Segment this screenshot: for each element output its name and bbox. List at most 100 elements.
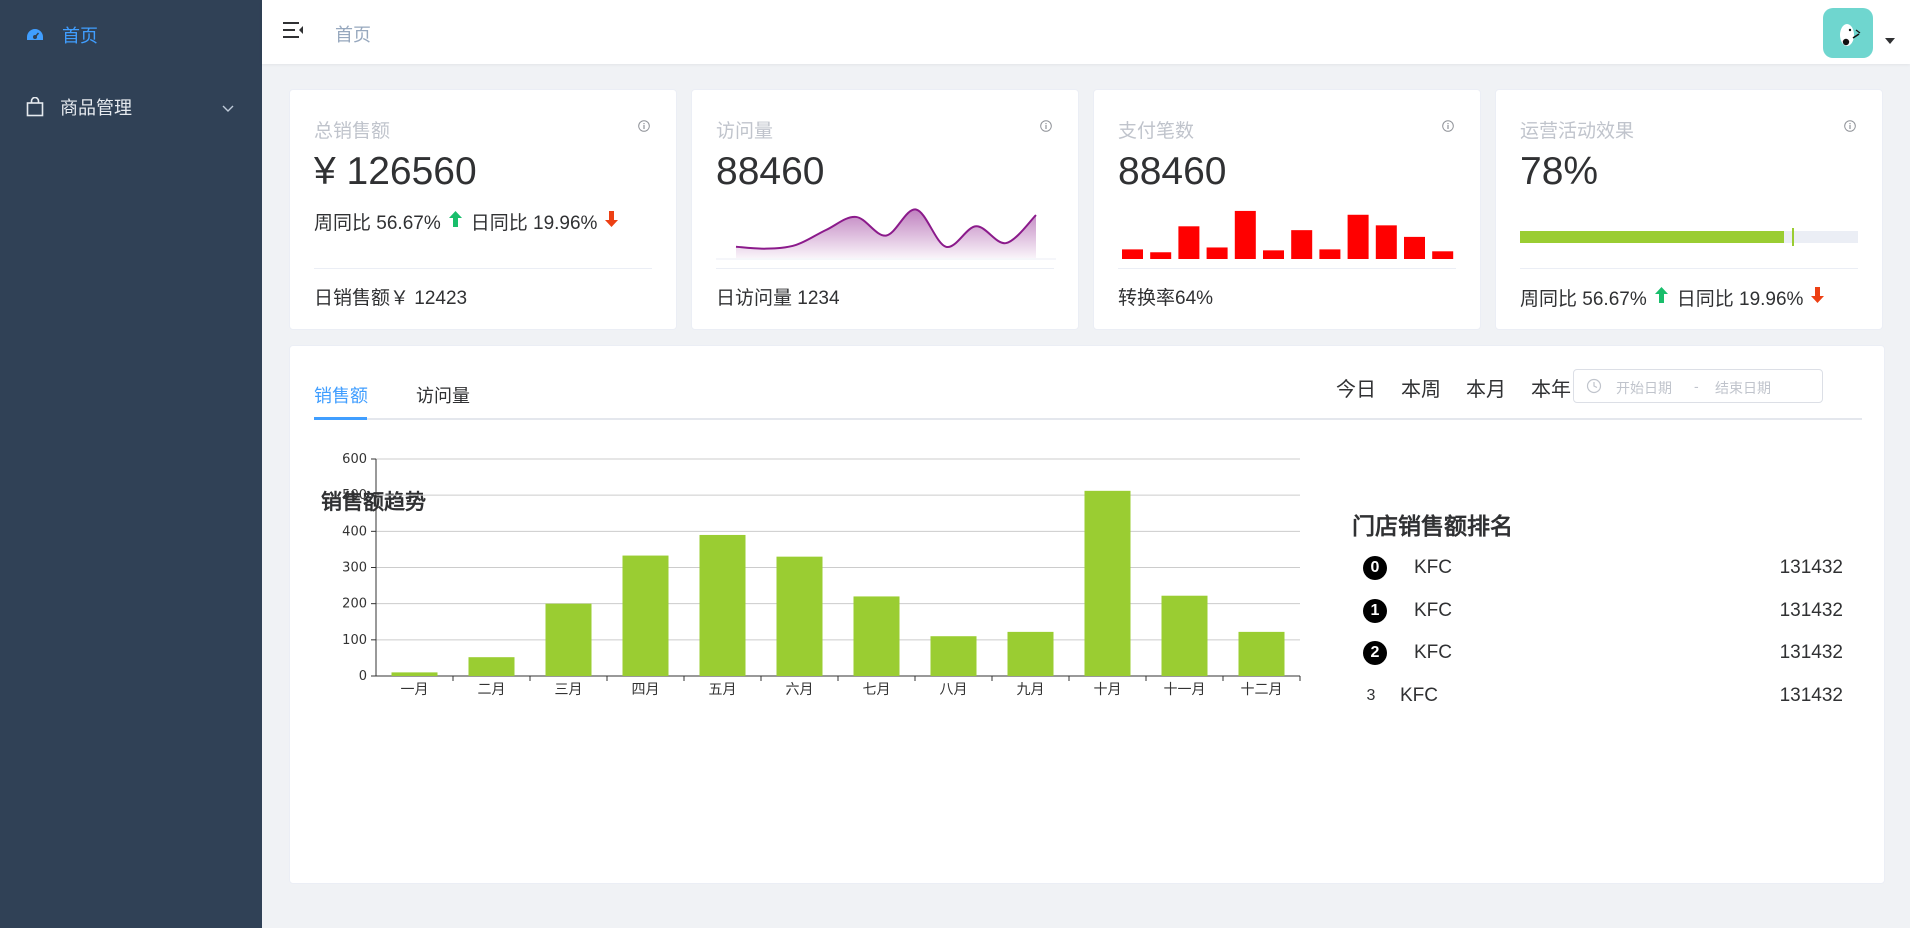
progress-target-marker [1792,228,1795,246]
rank-index: 2 [1363,641,1387,665]
stat-card-visits: 访问量 88460 日访问量 1234 [691,89,1079,330]
date-end-input[interactable]: 结束日期 [1715,380,1771,396]
bar [1161,595,1208,676]
mini-bar [1404,236,1425,259]
ranking-item: 2 KFC 131432 [1363,639,1843,669]
mini-bar [1206,247,1228,259]
x-tick-label: 三月 [555,682,583,698]
rank-value: 131432 [1779,600,1843,621]
bar [391,672,438,676]
arrow-up-icon [1654,286,1668,309]
tab-sales[interactable]: 销售额 [314,386,368,406]
rank-index: 3 [1366,687,1376,704]
top-navbar: 首页 [262,0,1910,64]
x-tick-label: 六月 [786,682,814,698]
x-tick-label: 七月 [863,682,891,698]
sidebar-item-goods[interactable]: 商品管理 [0,72,262,142]
y-tick-label: 0 [359,669,367,684]
bar [699,534,746,676]
week-compare: 周同比 56.67% [1520,289,1647,310]
mini-bar [1432,251,1454,259]
rank-value: 131432 [1779,557,1843,578]
stat-card-payments: 支付笔数 88460 转换率64% [1093,89,1481,330]
sparkline-area [736,209,1036,258]
x-tick-label: 二月 [478,682,506,698]
card-title: 运营活动效果 [1520,121,1635,142]
info-icon[interactable] [1442,119,1454,137]
ranking-title: 门店销售额排名 [1352,513,1513,539]
sales-bar-chart: 0 100 200 300 400 500 600 一月 二月 三月 四月 五月 六月 七月 八月 九月 十月 十… [342,452,1301,698]
stat-card-operations: 运营活动效果 78% 周同比 56.67% 日同比 19.96% [1495,89,1883,330]
info-icon[interactable] [1040,119,1052,137]
arrow-down-icon [605,210,619,233]
x-tick-label: 十月 [1094,682,1122,698]
card-value: 88460 [1118,150,1227,193]
mini-bar [1150,252,1172,259]
caret-down-icon[interactable] [1885,38,1895,44]
info-icon[interactable] [1844,119,1856,137]
sidebar-item-label: 商品管理 [60,98,132,118]
tab-visits[interactable]: 访问量 [416,386,470,406]
x-tick-label: 八月 [940,682,968,698]
y-tick-label: 200 [342,597,367,612]
clock-icon [1586,378,1602,399]
sidebar-item-home[interactable]: 首页 [0,0,262,70]
rank-name: KFC [1414,557,1452,578]
range-month[interactable]: 本月 [1466,379,1506,401]
divider [1520,268,1858,269]
card-title: 总销售额 [314,121,391,142]
bar [1084,490,1131,676]
shopping-bag-icon [24,96,46,118]
y-tick-label: 500 [342,488,367,503]
ranking-item: 3 KFC 131432 [1363,682,1843,712]
y-tick-label: 600 [342,452,367,467]
bar [930,636,977,676]
info-icon[interactable] [638,119,650,137]
x-tick-label: 十二月 [1241,682,1283,698]
date-start-input[interactable]: 开始日期 [1616,380,1672,396]
mini-bar [1178,226,1200,259]
day-compare: 日同比 19.96% [470,213,598,234]
avatar[interactable] [1823,8,1873,58]
mini-bar [1122,249,1143,259]
y-tick-label: 400 [342,524,367,539]
x-tick-label: 一月 [401,682,429,698]
ranking-item: 1 KFC 131432 [1363,597,1843,627]
sidebar-toggle-icon[interactable] [282,20,306,42]
x-tick-label: 四月 [632,682,660,698]
bar [1007,631,1054,676]
breadcrumb[interactable]: 首页 [335,25,371,45]
mini-bar [1263,250,1284,259]
card-title: 访问量 [716,121,774,142]
card-value: 78% [1520,150,1599,193]
bar [468,657,515,676]
arrow-down-icon [1811,286,1825,309]
rank-value: 131432 [1779,642,1843,663]
visits-area-chart [716,208,1056,260]
mini-bar [1347,214,1369,259]
week-compare: 周同比 56.67% [314,213,441,234]
range-year[interactable]: 本年 [1531,379,1571,401]
payments-bar-chart [1122,210,1454,259]
card-value: 88460 [716,150,825,193]
y-tick-label: 300 [342,561,367,576]
bar [776,556,823,676]
mini-bar [1234,210,1256,259]
sales-panel: 销售额 访问量 今日 本周 本月 本年 开始日期 - 结束日期 销售额趋势 0 1… [289,345,1885,884]
mini-bar [1375,225,1397,259]
bar [622,555,669,676]
date-range-picker[interactable]: 开始日期 - 结束日期 [1573,369,1823,403]
x-tick-label: 五月 [709,682,737,698]
dashboard-icon [24,24,46,46]
rank-name: KFC [1400,685,1438,706]
bar [853,596,900,676]
mini-bar [1291,230,1313,259]
ranking-item: 0 KFC 131432 [1363,554,1843,584]
rank-index: 0 [1363,556,1387,580]
chevron-down-icon [222,100,234,118]
sparkline-line [735,208,1037,250]
range-week[interactable]: 本周 [1401,379,1441,401]
bar [545,603,592,676]
range-today[interactable]: 今日 [1336,379,1376,401]
x-tick-label: 九月 [1017,682,1045,698]
